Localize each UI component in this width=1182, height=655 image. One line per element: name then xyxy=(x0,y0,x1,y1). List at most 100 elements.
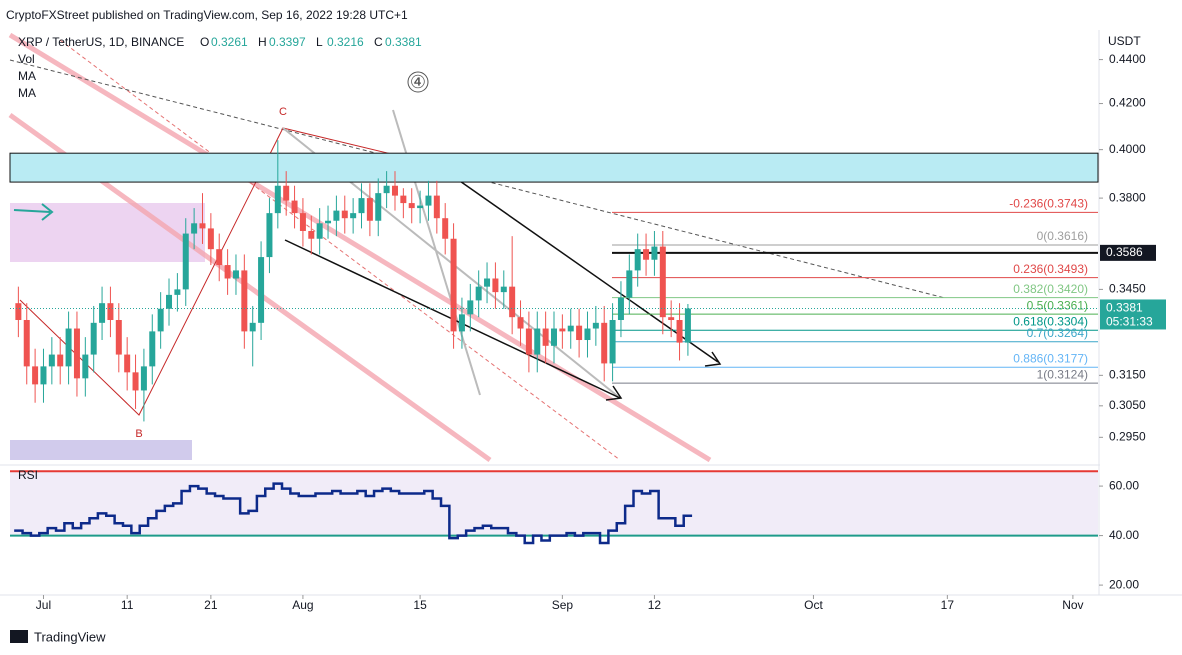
candle-body xyxy=(207,228,214,250)
fib-label: 0(0.3616) xyxy=(1037,229,1088,243)
fib-label: 0.382(0.3420) xyxy=(1013,282,1088,296)
rsi-band xyxy=(10,471,1098,536)
fib-label: 1(0.3124) xyxy=(1037,367,1088,381)
fib-label: -0.236(0.3743) xyxy=(1009,197,1088,211)
candle-body xyxy=(609,320,616,364)
candle-body xyxy=(232,270,239,279)
candle-body xyxy=(191,223,198,234)
candle-body xyxy=(500,286,507,293)
rsi-tick-label: 60.00 xyxy=(1109,478,1139,492)
candle-body xyxy=(241,270,248,332)
candle-body xyxy=(107,303,114,321)
last-price-label: 0.3381 xyxy=(1106,301,1143,315)
candle-body xyxy=(216,249,223,266)
candle-body xyxy=(651,246,658,260)
candle-body xyxy=(350,213,357,219)
purple-box xyxy=(10,440,192,460)
candle-body xyxy=(82,354,89,379)
teal-arrow-head xyxy=(41,203,54,221)
candle-body xyxy=(492,278,499,293)
candle-body xyxy=(634,249,641,271)
x-tick-label: Nov xyxy=(1062,598,1083,612)
indicator: MA xyxy=(18,69,36,83)
candle-body xyxy=(199,223,206,229)
x-tick-label: Oct xyxy=(804,598,823,612)
y-tick-label: 0.3800 xyxy=(1109,190,1146,204)
candle-body xyxy=(140,366,147,391)
candle-body xyxy=(308,230,315,239)
ohlc-value: 0.3261 xyxy=(211,35,248,49)
y-tick-label: 0.3450 xyxy=(1109,282,1146,296)
candle-body xyxy=(643,249,650,260)
candle-body xyxy=(316,223,323,239)
candle-body xyxy=(601,322,608,364)
candle-body xyxy=(40,366,47,385)
x-tick-label: 11 xyxy=(121,598,134,612)
y-tick-label: 0.3050 xyxy=(1109,398,1146,412)
x-tick-label: Sep xyxy=(552,598,574,612)
channel-mid xyxy=(59,39,621,461)
ohlc-key: L xyxy=(316,35,323,49)
candle-body xyxy=(90,322,97,355)
candle-body xyxy=(274,185,281,214)
candle-body xyxy=(166,294,173,309)
candle-body xyxy=(291,200,298,214)
published: CryptoFXStreet published on TradingView.… xyxy=(6,8,408,22)
x-tick-label: Jul xyxy=(36,598,51,612)
candle-body xyxy=(174,289,181,295)
candle-body xyxy=(400,195,407,204)
channel-line xyxy=(8,32,712,463)
candle-body xyxy=(509,286,516,318)
candle-body xyxy=(551,328,557,346)
level-tag xyxy=(1100,244,1156,261)
candle-body xyxy=(258,257,265,323)
candle-body xyxy=(567,325,574,332)
candle-body xyxy=(157,308,164,332)
ohlc-value: 0.3216 xyxy=(327,35,364,49)
candle-body xyxy=(484,278,491,287)
x-tick-label: 21 xyxy=(204,598,218,612)
ohlc-key: C xyxy=(374,35,383,49)
y-tick-label: 0.4200 xyxy=(1109,96,1146,110)
fib-label: 0.886(0.3177) xyxy=(1013,351,1088,365)
candle-body xyxy=(391,185,398,196)
candle-body xyxy=(366,198,373,221)
candle-body xyxy=(283,185,290,201)
candle-body xyxy=(65,328,72,367)
candle-body xyxy=(676,320,683,343)
fib-label: 0.618(0.3304) xyxy=(1013,314,1088,328)
candle-body xyxy=(266,213,273,258)
countdown: 05:31:33 xyxy=(1106,315,1153,329)
candle-body xyxy=(659,246,666,318)
y-tick-label: 0.4000 xyxy=(1109,142,1146,156)
teal-arrow xyxy=(13,209,51,213)
candle-body xyxy=(182,233,189,290)
candle-body xyxy=(617,297,624,321)
currency: USDT xyxy=(1108,34,1141,48)
wave-label: C xyxy=(279,106,287,118)
candle-body xyxy=(375,193,382,221)
candle-body xyxy=(458,314,465,332)
resistance-zone xyxy=(9,152,1099,183)
candle-body xyxy=(32,366,39,385)
candle-body xyxy=(542,328,549,346)
candle-body xyxy=(525,328,532,355)
candle-body xyxy=(48,354,55,367)
ohlc-value: 0.3381 xyxy=(385,35,422,49)
candle-body xyxy=(73,328,80,379)
candle-body xyxy=(99,303,106,323)
y-tick-label: 0.4400 xyxy=(1109,52,1146,66)
x-tick-label: 12 xyxy=(648,598,662,612)
candle-body xyxy=(23,320,30,367)
candle-body xyxy=(559,328,566,332)
marks: 0.4400 0.4200 0.4000 0.3800 0.3450 0.3150 0.30… xyxy=(9,52,1166,612)
candle-body xyxy=(442,218,449,239)
x-tick-label: Aug xyxy=(292,598,313,612)
candle-body xyxy=(224,265,231,279)
candle-body xyxy=(467,300,474,315)
candle-body xyxy=(124,354,131,373)
candle-body xyxy=(115,320,122,355)
arrow-head xyxy=(605,385,623,401)
